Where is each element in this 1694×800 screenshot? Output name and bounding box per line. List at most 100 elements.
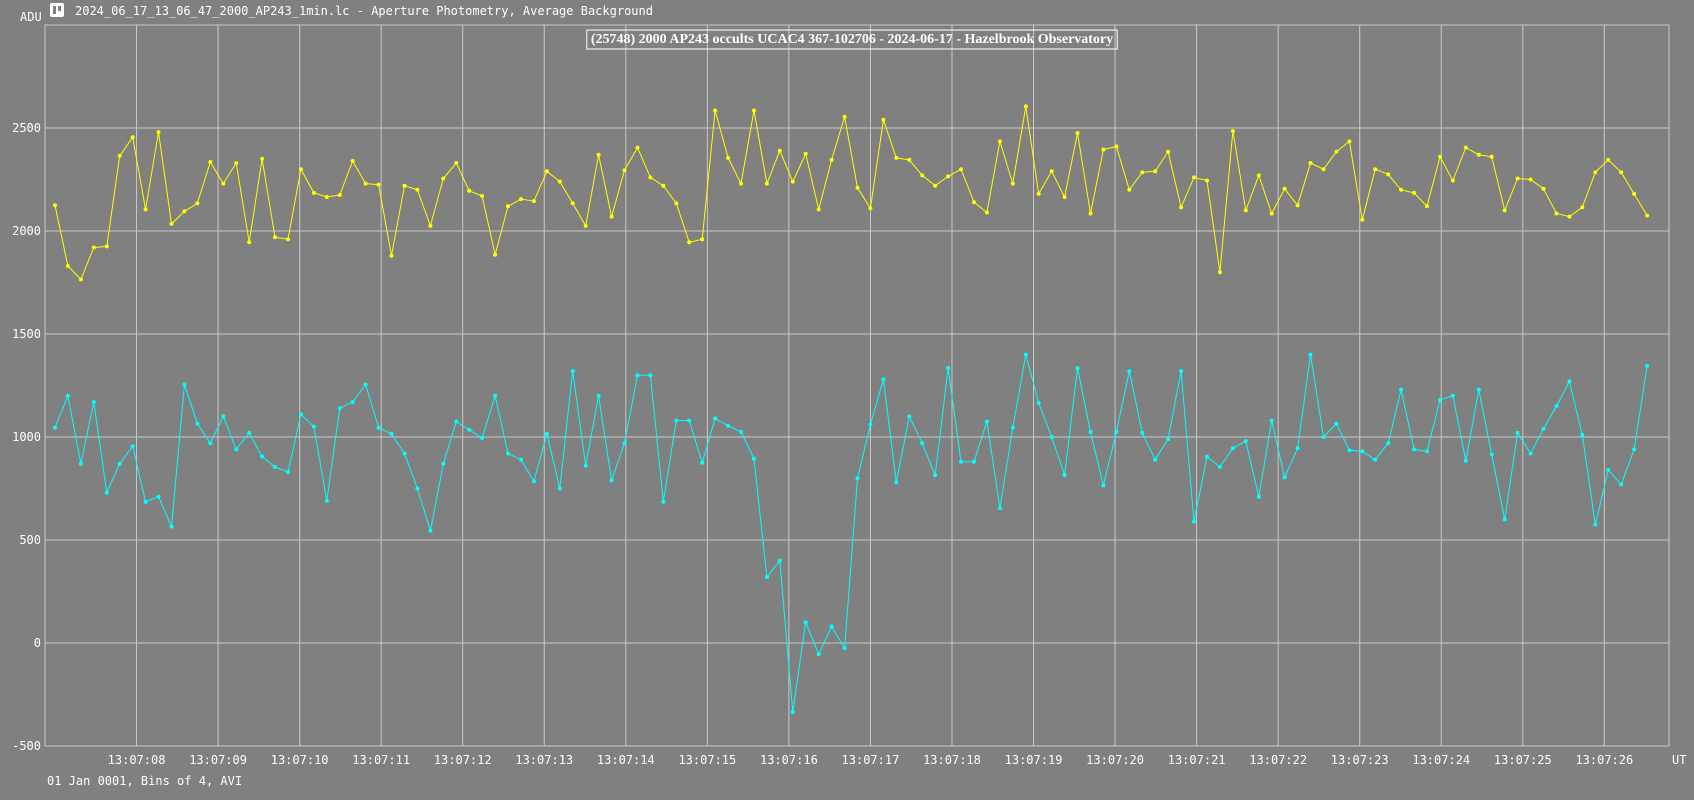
data-point — [1295, 446, 1300, 451]
data-point — [467, 427, 472, 432]
data-point — [764, 575, 769, 580]
data-point — [920, 441, 925, 446]
data-point — [622, 168, 627, 173]
data-point — [648, 175, 653, 180]
data-point — [363, 382, 368, 387]
data-point — [1243, 439, 1248, 444]
x-tick-label: 13:07:22 — [1249, 753, 1307, 767]
data-point — [273, 464, 277, 469]
data-point — [286, 470, 290, 474]
data-point — [415, 187, 420, 192]
data-point — [1010, 181, 1015, 186]
data-point — [1541, 186, 1546, 191]
data-point — [104, 244, 109, 249]
data-point — [221, 181, 226, 186]
data-point — [480, 436, 485, 440]
data-point — [376, 425, 381, 430]
data-point — [920, 173, 925, 178]
data-point — [1334, 149, 1339, 154]
data-point — [1153, 457, 1158, 462]
data-point — [1515, 176, 1520, 181]
data-point — [894, 155, 899, 160]
data-point — [1127, 369, 1132, 374]
data-point — [1438, 154, 1442, 159]
chart-title-border — [586, 29, 1118, 50]
y-tick-label: 1000 — [12, 430, 41, 444]
data-point — [1373, 167, 1378, 172]
y-tick-label: 1500 — [12, 327, 41, 341]
data-point — [596, 152, 601, 157]
data-point — [1347, 139, 1352, 144]
chart-title-box: (25748) 2000 AP243 occults UCAC4 367-102… — [586, 29, 1118, 50]
data-point — [519, 197, 523, 202]
data-point — [208, 160, 213, 164]
data-point — [78, 461, 83, 466]
data-point — [247, 240, 252, 245]
data-point — [1153, 169, 1158, 174]
data-point — [1438, 397, 1442, 402]
data-point — [65, 264, 70, 268]
data-point — [583, 223, 588, 228]
data-point — [984, 210, 989, 215]
data-point — [1101, 483, 1106, 488]
data-point — [648, 373, 653, 378]
data-point — [1554, 404, 1559, 409]
data-point — [1321, 435, 1326, 439]
data-point — [1489, 452, 1494, 457]
data-point — [596, 393, 601, 398]
data-point — [389, 431, 394, 436]
data-point — [790, 179, 795, 184]
data-point — [531, 199, 536, 204]
data-point — [739, 429, 743, 434]
data-point — [467, 188, 472, 193]
data-point — [1567, 379, 1572, 384]
data-point — [1269, 418, 1274, 423]
data-point — [1645, 363, 1650, 368]
data-point — [91, 245, 96, 250]
data-point — [1205, 178, 1209, 183]
data-point — [1088, 211, 1093, 216]
y-axis-label: ADU — [20, 10, 42, 24]
data-point — [997, 139, 1002, 144]
data-point — [907, 414, 912, 419]
data-point — [1567, 214, 1572, 219]
data-point — [454, 161, 459, 165]
data-point — [1412, 447, 1417, 452]
data-point — [324, 195, 329, 199]
data-point — [1425, 204, 1429, 209]
footer-info: 01 Jan 0001, Bins of 4, AVI — [47, 774, 242, 788]
x-tick-label: 13:07:11 — [352, 753, 410, 767]
data-point — [1282, 186, 1287, 191]
data-point — [143, 207, 148, 212]
data-point — [208, 441, 213, 446]
y-tick-label: 2500 — [12, 121, 41, 135]
x-tick-label: 13:07:25 — [1494, 753, 1552, 767]
data-point — [777, 558, 782, 563]
data-point — [1334, 421, 1339, 426]
data-point — [221, 414, 226, 419]
data-point — [1360, 217, 1365, 222]
data-point — [1386, 172, 1391, 177]
data-point — [764, 181, 769, 186]
data-point — [1450, 178, 1455, 183]
data-point — [946, 174, 951, 179]
data-point — [298, 412, 303, 417]
data-point — [1606, 157, 1611, 162]
data-point — [752, 108, 756, 113]
x-tick-label: 13:07:09 — [189, 753, 247, 767]
data-point — [726, 155, 731, 160]
data-point — [933, 473, 938, 478]
data-point — [687, 240, 692, 245]
data-point — [234, 447, 239, 452]
data-point — [1541, 426, 1546, 431]
x-tick-label: 13:07:13 — [515, 753, 573, 767]
data-point — [1619, 482, 1624, 487]
data-point — [493, 252, 498, 257]
x-tick-label: 13:07:19 — [1005, 753, 1063, 767]
data-point — [816, 652, 821, 657]
data-point — [53, 203, 57, 208]
data-point — [609, 214, 614, 219]
data-point — [1140, 170, 1145, 175]
data-point — [182, 209, 187, 214]
